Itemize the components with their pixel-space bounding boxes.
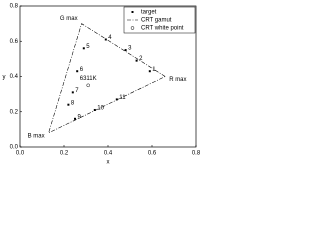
point-label: 9 bbox=[78, 114, 82, 120]
target-point bbox=[67, 103, 70, 106]
legend-label: CRT white point bbox=[141, 26, 184, 32]
y-axis-label: y bbox=[3, 75, 6, 81]
point-label: 3 bbox=[128, 46, 132, 52]
x-tick-label: 0.2 bbox=[60, 151, 69, 157]
legend-box bbox=[123, 6, 196, 34]
point-label: 4 bbox=[108, 35, 112, 41]
point-label: 6 bbox=[80, 67, 84, 73]
x-tick-label: 0.6 bbox=[148, 151, 157, 157]
target-point bbox=[71, 91, 74, 94]
y-tick-label: 0.6 bbox=[10, 39, 19, 45]
target-point bbox=[148, 70, 151, 73]
target-point bbox=[74, 117, 76, 120]
y-tick-label: 0.8 bbox=[10, 4, 19, 10]
x-tick-label: 0.4 bbox=[104, 151, 113, 157]
y-tick-label: 0.0 bbox=[10, 145, 19, 151]
target-point bbox=[115, 98, 118, 101]
target-point bbox=[76, 70, 79, 73]
point-label: 2 bbox=[139, 56, 143, 62]
point-label: 6311K bbox=[80, 76, 97, 82]
x-axis-label: x bbox=[107, 160, 110, 166]
x-tick-label: 0.8 bbox=[192, 151, 201, 157]
target-point bbox=[104, 38, 107, 41]
point-label: 8 bbox=[71, 100, 75, 106]
legend-marker bbox=[130, 26, 135, 30]
legend-marker bbox=[131, 11, 134, 13]
vertex-label: B max bbox=[28, 133, 45, 139]
x-tick-label: 0.0 bbox=[16, 151, 25, 157]
vertex-label: R max bbox=[169, 77, 186, 83]
target-point bbox=[82, 47, 85, 50]
white-point bbox=[86, 83, 90, 88]
target-point bbox=[93, 108, 96, 111]
target-point bbox=[124, 49, 127, 52]
target-point bbox=[135, 59, 138, 62]
point-label: 11 bbox=[119, 95, 126, 101]
y-tick-label: 0.2 bbox=[10, 109, 19, 115]
point-label: 5 bbox=[86, 44, 90, 50]
point-label: 1 bbox=[152, 67, 156, 73]
legend-label: CRT gamut bbox=[141, 18, 172, 24]
y-tick-label: 0.4 bbox=[10, 74, 19, 80]
point-label: 10 bbox=[97, 106, 104, 112]
vertex-label: G max bbox=[60, 16, 78, 22]
chart: x y 0.0 0.2 0.4 0.6 0.8 0.0 0.2 0.4 0.6 0.8 1 2 3 4 5 6… bbox=[3, 4, 201, 166]
legend-label: target bbox=[141, 10, 157, 16]
gamut-line bbox=[48, 23, 166, 134]
point-label: 7 bbox=[75, 88, 79, 94]
